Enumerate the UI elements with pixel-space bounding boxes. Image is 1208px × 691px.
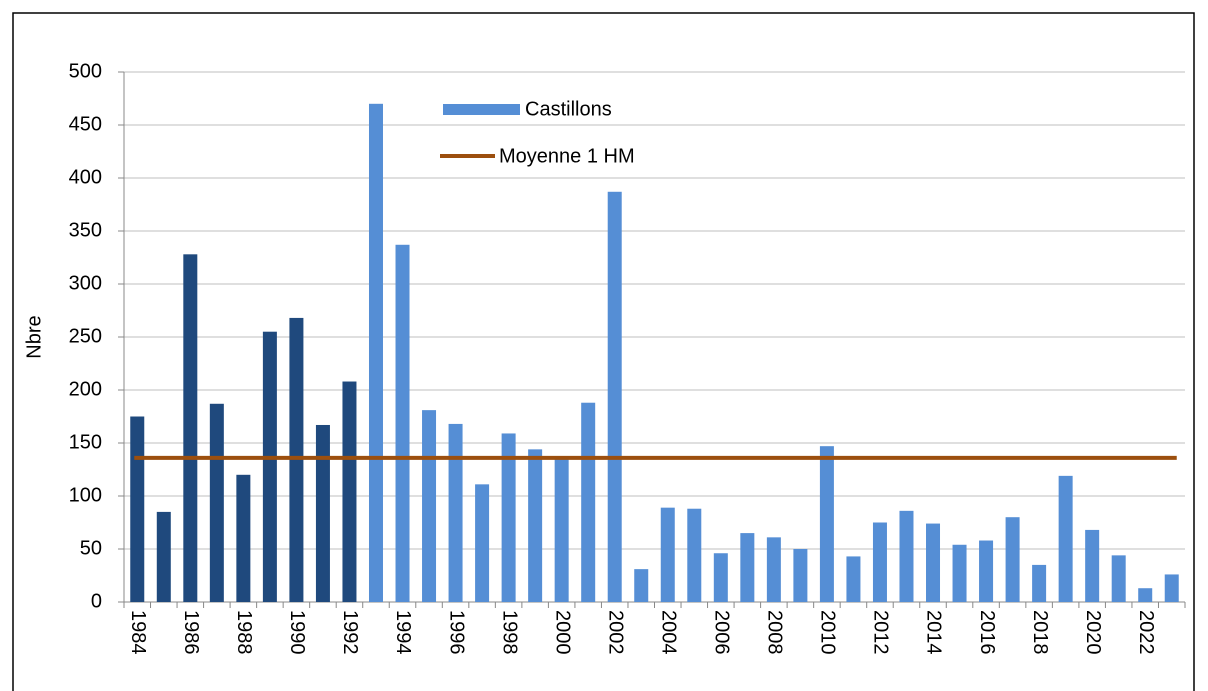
legend-label: Castillons — [525, 98, 612, 120]
bar — [952, 544, 967, 602]
bar — [713, 553, 728, 602]
x-tick-label: 2018 — [1029, 610, 1051, 655]
y-tick-label: 100 — [69, 484, 102, 506]
y-tick-label: 0 — [91, 590, 102, 612]
bar — [660, 507, 675, 602]
bar — [687, 508, 702, 602]
chart-frame — [12, 12, 1195, 691]
bar — [289, 317, 304, 602]
x-tick-label: 1998 — [498, 610, 520, 655]
x-tick-label: 1988 — [233, 610, 255, 655]
bar — [183, 254, 198, 602]
x-tick-label: 2016 — [976, 610, 998, 655]
y-tick-label: 150 — [69, 431, 102, 453]
y-tick-label: 300 — [69, 272, 102, 294]
bar — [634, 569, 649, 602]
bar — [872, 522, 887, 602]
bar — [1164, 574, 1179, 602]
x-tick-label: 1984 — [127, 610, 149, 655]
bar — [475, 484, 490, 602]
bar — [899, 510, 914, 602]
y-axis-title: Nbre — [23, 315, 45, 358]
y-tick-label: 250 — [69, 325, 102, 347]
bar — [554, 456, 569, 602]
y-tick-label: 500 — [69, 60, 102, 82]
legend-label: Moyenne 1 HM — [499, 145, 635, 167]
x-tick-label: 1990 — [286, 610, 308, 655]
bar — [581, 402, 596, 602]
x-tick-label: 2012 — [870, 610, 892, 655]
x-tick-label: 1992 — [339, 610, 361, 655]
bar — [1085, 529, 1100, 602]
bar — [766, 537, 781, 602]
bar — [315, 424, 330, 602]
bar — [607, 191, 622, 602]
x-tick-label: 1994 — [392, 610, 414, 655]
bar — [501, 433, 516, 602]
bar — [236, 474, 251, 602]
x-tick-label: 1996 — [445, 610, 467, 655]
bar — [1111, 555, 1126, 602]
bar — [979, 540, 994, 602]
legend-swatch — [443, 104, 520, 115]
x-tick-label: 2014 — [923, 610, 945, 655]
x-tick-label: 2010 — [817, 610, 839, 655]
bar — [395, 244, 410, 602]
y-tick-label: 50 — [80, 537, 102, 559]
x-tick-label: 1986 — [180, 610, 202, 655]
x-tick-label: 2002 — [604, 610, 626, 655]
y-tick-label: 450 — [69, 113, 102, 135]
bar — [846, 556, 861, 602]
bar — [422, 410, 437, 602]
bar — [819, 446, 834, 602]
bar — [1138, 588, 1153, 602]
bar — [1032, 564, 1047, 602]
y-tick-label: 200 — [69, 378, 102, 400]
x-tick-label: 2004 — [657, 610, 679, 655]
y-tick-label: 350 — [69, 219, 102, 241]
y-tick-label: 400 — [69, 166, 102, 188]
bar — [342, 381, 357, 602]
bar — [262, 331, 277, 602]
x-tick-label: 2000 — [551, 610, 573, 655]
bar — [209, 403, 224, 602]
x-tick-label: 2006 — [711, 610, 733, 655]
x-tick-label: 2008 — [764, 610, 786, 655]
bar — [448, 423, 463, 602]
bar — [740, 533, 755, 602]
bar — [130, 416, 145, 602]
bar — [156, 511, 171, 602]
bar — [528, 449, 543, 602]
bar — [368, 103, 383, 603]
bar — [1058, 475, 1073, 602]
x-tick-label: 2020 — [1082, 610, 1104, 655]
x-tick-label: 2022 — [1135, 610, 1157, 655]
bar — [926, 523, 941, 602]
bar — [793, 549, 808, 602]
bar — [1005, 517, 1020, 602]
